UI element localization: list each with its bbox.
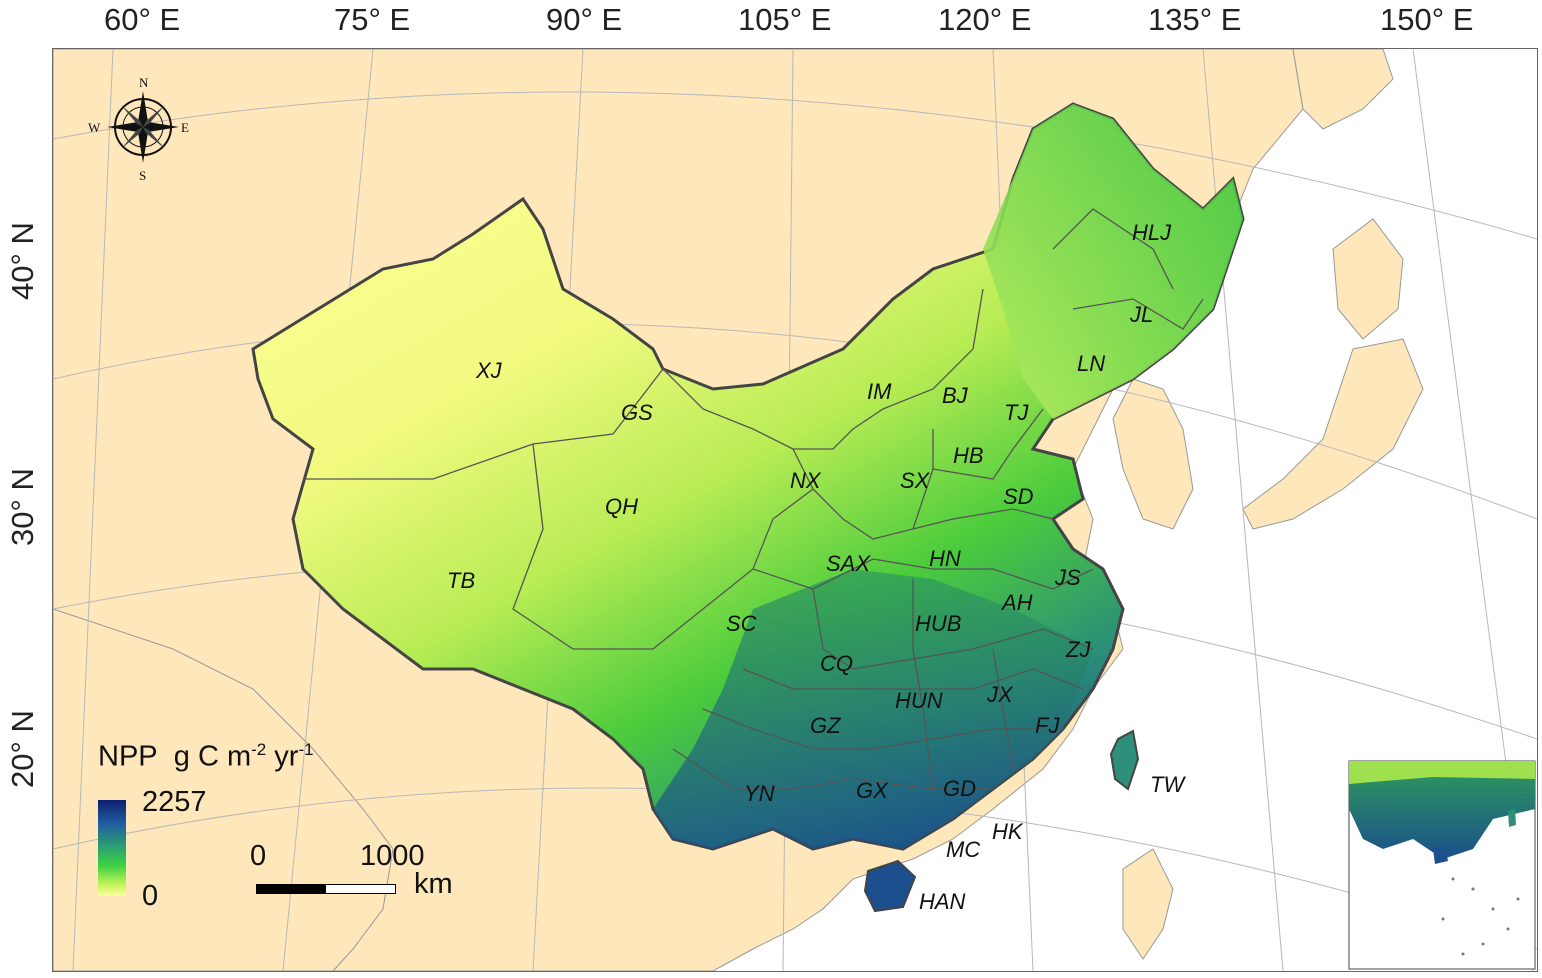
lon-label-90e: 90° E [546, 2, 623, 37]
prov-label-jx: JX [987, 682, 1013, 707]
prov-label-gx: GX [856, 778, 888, 803]
province-borders [303, 208, 1204, 790]
prov-label-gd: GD [943, 776, 976, 801]
lon-label-120e: 120° E [938, 2, 1032, 37]
legend-exp1: -2 [251, 740, 267, 759]
lon-label-105e: 105° E [738, 2, 832, 37]
lon-label-60e: 60° E [104, 2, 181, 37]
compass-e: E [181, 120, 189, 135]
lon-label-135e: 135° E [1148, 2, 1242, 37]
prov-label-bj: BJ [942, 383, 968, 408]
land-japan-north [1332, 218, 1404, 340]
prov-label-sx: SX [900, 468, 930, 493]
prov-label-cq: CQ [820, 651, 853, 676]
prov-label-ln: LN [1077, 351, 1106, 376]
scale-bar [256, 884, 396, 894]
prov-label-hn: HN [929, 546, 961, 571]
prov-label-mc: MC [946, 837, 981, 862]
legend-exp2: -1 [298, 740, 314, 759]
lon-label-150e: 150° E [1380, 2, 1474, 37]
land-philippines [1122, 848, 1174, 960]
prov-label-zj: ZJ [1066, 637, 1091, 662]
prov-label-xj: XJ [476, 358, 502, 383]
hainan-npp [863, 859, 917, 913]
south-npp [653, 569, 1093, 849]
taiwan-npp [1109, 729, 1140, 791]
prov-label-tw: TW [1150, 772, 1185, 797]
map-canvas: N S E W [53, 49, 1537, 971]
land-kamchatka [1292, 49, 1394, 130]
prov-label-hun: HUN [895, 688, 943, 713]
compass-rose: N S E W [88, 75, 189, 183]
prov-label-im: IM [867, 379, 892, 404]
prov-label-hlj: HLJ [1132, 220, 1172, 245]
compass-w: W [88, 120, 101, 135]
legend-color-ramp [98, 800, 126, 896]
south-china-sea-inset [1348, 760, 1536, 970]
legend-max-value: 2257 [142, 786, 207, 818]
prov-label-han: HAN [919, 889, 966, 914]
prov-label-tb: TB [447, 568, 476, 593]
prov-label-tj: TJ [1004, 400, 1029, 425]
prov-label-gz: GZ [810, 713, 841, 738]
lon-label-75e: 75° E [334, 2, 411, 37]
scale-bar-end: 1000 [360, 840, 425, 872]
prov-label-yn: YN [744, 781, 775, 806]
prov-label-jl: JL [1130, 302, 1154, 327]
prov-label-gs: GS [621, 400, 653, 425]
prov-label-fj: FJ [1035, 713, 1060, 738]
legend-unit-mid: yr [266, 740, 299, 773]
prov-label-sc: SC [726, 611, 757, 636]
land-india [53, 608, 394, 971]
compass-n: N [139, 75, 149, 90]
legend-min-value: 0 [142, 880, 159, 912]
prov-label-sax: SAX [826, 551, 871, 576]
prov-label-qh: QH [605, 494, 638, 519]
legend-title-unit: g C m [173, 740, 252, 773]
prov-label-js: JS [1055, 565, 1081, 590]
prov-label-nx: NX [790, 468, 821, 493]
prov-label-hub: HUB [915, 611, 962, 636]
lat-label-20n: 20° N [5, 710, 40, 788]
scale-bar-unit: km [414, 868, 453, 900]
land-korea [1112, 378, 1194, 530]
prov-label-hb: HB [953, 443, 984, 468]
lat-label-40n: 40° N [5, 222, 40, 300]
prov-label-hk: HK [992, 819, 1023, 844]
lat-label-30n: 30° N [5, 468, 40, 546]
prov-label-sd: SD [1003, 484, 1034, 509]
land-japan-main [1242, 338, 1424, 530]
scale-bar-start: 0 [250, 840, 267, 872]
map-frame: N S E W [52, 48, 1538, 972]
compass-s: S [139, 168, 146, 183]
legend-title-prefix: NPP [98, 740, 158, 773]
northeast-npp [983, 104, 1243, 419]
legend-title: NPP g C m-2 yr-1 [98, 740, 314, 774]
prov-label-ah: AH [1002, 590, 1033, 615]
